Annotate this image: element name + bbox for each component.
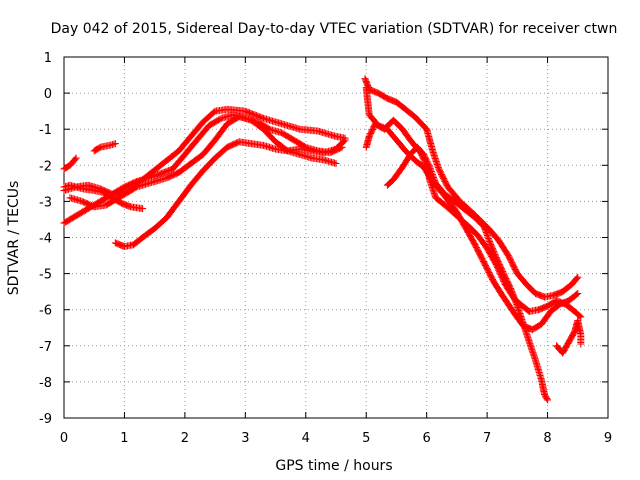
x-tick-label: 4 (302, 431, 310, 446)
y-tick-label: -7 (39, 340, 52, 355)
data-points (60, 75, 585, 404)
x-tick-label: 6 (423, 431, 431, 446)
series-track-11 (383, 143, 552, 404)
x-tick-label: 8 (543, 431, 551, 446)
y-tick-label: -9 (39, 412, 52, 427)
y-tick-label: -6 (39, 304, 52, 319)
y-tick-label: -5 (39, 268, 52, 283)
chart-title: Day 042 of 2015, Sidereal Day-to-day VTE… (51, 21, 618, 37)
data-point-markers (60, 154, 80, 173)
y-tick-label: -4 (39, 232, 52, 247)
tick-labels: 0 1 2 3 4 5 6 7 8 910-1-2-3-4-5-6-7-8-9 (39, 51, 612, 446)
series-track-12 (553, 317, 585, 357)
data-point-markers (66, 113, 340, 211)
x-tick-label: 2 (181, 431, 189, 446)
y-tick-label: -2 (39, 159, 52, 174)
series-track-1 (60, 154, 80, 173)
x-tick-label: 1 (120, 431, 128, 446)
data-point-markers (383, 143, 552, 404)
y-tick-label: -3 (39, 195, 52, 210)
y-tick-label: -8 (39, 376, 52, 391)
x-tick-label: 9 (604, 431, 612, 446)
y-tick-label: -1 (39, 123, 52, 138)
series-track-2 (90, 140, 119, 155)
y-tick-label: 0 (44, 87, 52, 102)
x-tick-label: 3 (241, 431, 249, 446)
data-point-markers (553, 317, 585, 357)
data-point-markers (90, 140, 119, 155)
series-track-6 (66, 113, 340, 211)
y-tick-label: 1 (44, 51, 52, 66)
series-track-7 (111, 136, 349, 250)
x-tick-label: 7 (483, 431, 491, 446)
x-tick-label: 5 (362, 431, 370, 446)
data-point-markers (111, 136, 349, 250)
x-axis-title: GPS time / hours (275, 458, 392, 474)
x-tick-label: 0 (60, 431, 68, 446)
y-axis-title: SDTVAR / TECUs (6, 181, 22, 296)
